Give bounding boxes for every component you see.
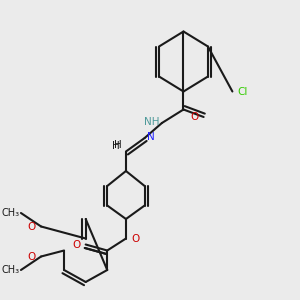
- Text: O: O: [190, 112, 198, 122]
- Text: O: O: [28, 251, 36, 262]
- Text: N: N: [147, 132, 155, 142]
- Text: NH: NH: [143, 117, 159, 127]
- Text: Cl: Cl: [238, 86, 248, 97]
- Text: H: H: [114, 140, 122, 150]
- Text: O: O: [72, 239, 80, 250]
- Text: CH₃: CH₃: [2, 208, 20, 218]
- Text: H: H: [112, 141, 120, 151]
- Text: CH₃: CH₃: [2, 265, 20, 275]
- Text: O: O: [131, 233, 140, 244]
- Text: O: O: [28, 221, 36, 232]
